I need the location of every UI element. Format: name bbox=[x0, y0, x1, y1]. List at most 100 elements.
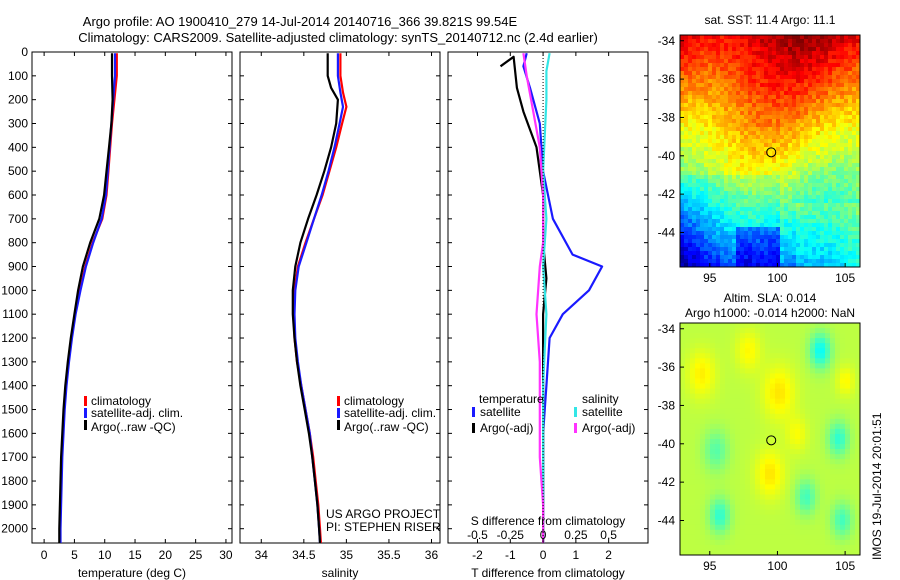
map-cell bbox=[760, 474, 766, 480]
map-cell bbox=[700, 247, 705, 252]
map-cell bbox=[770, 413, 776, 420]
map-cell bbox=[808, 135, 813, 140]
map-cell bbox=[804, 55, 809, 60]
map-cell bbox=[736, 199, 741, 204]
map-cell bbox=[715, 459, 721, 465]
map-cell bbox=[788, 171, 793, 176]
map-cell bbox=[835, 418, 841, 425]
map-cell bbox=[764, 67, 769, 72]
map-cell bbox=[720, 388, 726, 395]
map-cell bbox=[840, 333, 846, 339]
map-cell bbox=[816, 75, 821, 80]
map-cell bbox=[735, 363, 741, 369]
map-cell bbox=[805, 459, 811, 465]
map-cell bbox=[785, 494, 791, 500]
map-cell bbox=[708, 243, 713, 248]
map-cell bbox=[752, 195, 757, 200]
map-cell bbox=[820, 413, 826, 420]
map-cell bbox=[690, 338, 696, 344]
map-cell bbox=[804, 159, 809, 164]
map-cell bbox=[688, 219, 693, 224]
map-cell bbox=[835, 333, 841, 339]
map-cell bbox=[740, 353, 746, 359]
map-cell bbox=[710, 479, 716, 485]
map-cell bbox=[724, 127, 729, 132]
map-cell bbox=[708, 239, 713, 244]
map-cell bbox=[680, 59, 685, 64]
map-cell bbox=[816, 63, 821, 68]
map-cell bbox=[705, 544, 711, 551]
map-cell bbox=[804, 259, 809, 264]
map-cell bbox=[832, 211, 837, 216]
map-cell bbox=[710, 408, 716, 415]
map-cell bbox=[760, 203, 765, 208]
map-cell bbox=[705, 333, 711, 339]
map-cell bbox=[820, 338, 826, 344]
map-cell bbox=[684, 255, 689, 260]
map-cell bbox=[808, 247, 813, 252]
map-cell bbox=[810, 504, 816, 511]
map-cell bbox=[804, 223, 809, 228]
map-cell bbox=[680, 398, 686, 405]
map-cell bbox=[824, 239, 829, 244]
map-cell bbox=[745, 474, 751, 480]
map-cell bbox=[760, 175, 765, 180]
map-cell bbox=[700, 187, 705, 192]
map-cell bbox=[684, 235, 689, 240]
map-cell bbox=[710, 428, 716, 435]
map-cell bbox=[832, 219, 837, 224]
map-cell bbox=[690, 439, 696, 445]
y-tick-label: 1300 bbox=[1, 355, 28, 369]
map-cell bbox=[748, 103, 753, 108]
map-cell bbox=[720, 107, 725, 112]
map-cell bbox=[750, 534, 756, 541]
map-cell bbox=[700, 544, 706, 551]
map-cell bbox=[840, 504, 846, 511]
map-cell bbox=[740, 207, 745, 212]
map-cell bbox=[704, 159, 709, 164]
map-cell bbox=[828, 111, 833, 116]
map-cell bbox=[840, 433, 846, 440]
map-cell bbox=[780, 59, 785, 64]
map-cell bbox=[720, 119, 725, 124]
map-cell bbox=[848, 115, 853, 120]
map-cell bbox=[752, 175, 757, 180]
map-cell bbox=[764, 127, 769, 132]
map-cell bbox=[725, 504, 731, 511]
map-cell bbox=[780, 191, 785, 196]
map-cell bbox=[712, 207, 717, 212]
map-cell bbox=[820, 444, 826, 450]
map-cell bbox=[855, 368, 861, 374]
map-cell bbox=[770, 449, 776, 455]
map-cell bbox=[764, 83, 769, 88]
map-cell bbox=[805, 333, 811, 339]
map-cell bbox=[840, 103, 845, 108]
map-cell bbox=[690, 388, 696, 395]
salinity-panel: 34 34.5 35 35.5 36 salinity climatology sate… bbox=[239, 51, 441, 580]
map-cell bbox=[704, 243, 709, 248]
map-cell bbox=[736, 111, 741, 116]
map-cell bbox=[736, 75, 741, 80]
map-cell bbox=[736, 83, 741, 88]
map-cell bbox=[732, 163, 737, 168]
map-cell bbox=[816, 243, 821, 248]
map-cell bbox=[772, 99, 777, 104]
map-cell bbox=[776, 243, 781, 248]
map-cell bbox=[732, 139, 737, 144]
map-cell bbox=[736, 207, 741, 212]
map-cell bbox=[785, 544, 791, 551]
map-cell bbox=[730, 474, 736, 480]
map-cell bbox=[835, 484, 841, 490]
map-cell bbox=[770, 479, 776, 485]
map-cell bbox=[828, 183, 833, 188]
map-cell bbox=[840, 484, 846, 490]
map-cell bbox=[720, 187, 725, 192]
map-cell bbox=[732, 111, 737, 116]
map-cell bbox=[745, 499, 751, 505]
map-cell bbox=[765, 393, 771, 400]
map-cell bbox=[850, 449, 856, 455]
map-cell bbox=[704, 43, 709, 48]
map-cell bbox=[795, 449, 801, 455]
map-cell bbox=[704, 87, 709, 92]
map-cell bbox=[808, 87, 813, 92]
